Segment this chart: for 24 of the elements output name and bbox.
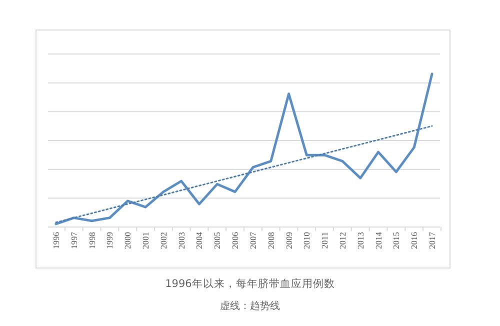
text: 虚线：趋势线 (220, 300, 280, 312)
x-tick-label: 2003 (176, 232, 186, 249)
x-tick-label: 2006 (230, 232, 240, 249)
x-tick-label: 1998 (86, 232, 97, 249)
x-tick-label: 2013 (355, 232, 366, 249)
x-tick-label: 1996 (51, 232, 61, 249)
x-tick-label: 2012 (337, 232, 348, 249)
x-tick-label: 2014 (373, 231, 384, 249)
x-tick-label: 2010 (302, 232, 312, 249)
x-tick-label: 2011 (320, 232, 330, 249)
x-tick-label: 2007 (248, 232, 258, 249)
x-tick-label: 2009 (284, 232, 294, 249)
x-tick-label: 1999 (104, 232, 115, 249)
text: 1996年以来，每年脐带血应用例数 (165, 277, 335, 290)
x-tick-label: 2004 (194, 231, 204, 249)
x-tick-label: 1997 (68, 232, 79, 249)
x-tick-label: 2017 (427, 232, 437, 249)
x-tick-label: 2000 (122, 232, 133, 249)
x-tick-label: 2005 (212, 232, 222, 249)
x-tick-label: 2001 (140, 232, 151, 249)
x-tick-label: 2008 (266, 232, 276, 249)
x-tick-label: 2016 (409, 232, 420, 249)
x-tick-label: 2002 (158, 232, 168, 249)
x-tick-label: 2015 (391, 232, 402, 249)
